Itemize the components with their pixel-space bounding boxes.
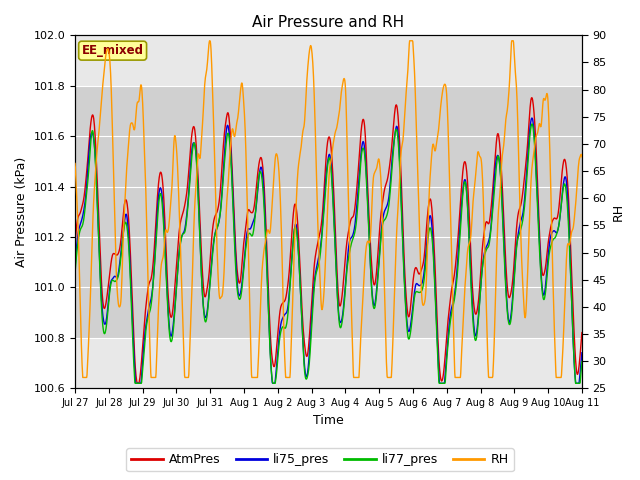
Legend: AtmPres, li75_pres, li77_pres, RH: AtmPres, li75_pres, li77_pres, RH bbox=[126, 448, 514, 471]
Y-axis label: RH: RH bbox=[612, 203, 625, 221]
X-axis label: Time: Time bbox=[313, 414, 344, 427]
Bar bbox=[75, 86, 582, 338]
Y-axis label: Air Pressure (kPa): Air Pressure (kPa) bbox=[15, 156, 28, 267]
Text: EE_mixed: EE_mixed bbox=[82, 44, 143, 57]
Title: Air Pressure and RH: Air Pressure and RH bbox=[252, 15, 404, 30]
